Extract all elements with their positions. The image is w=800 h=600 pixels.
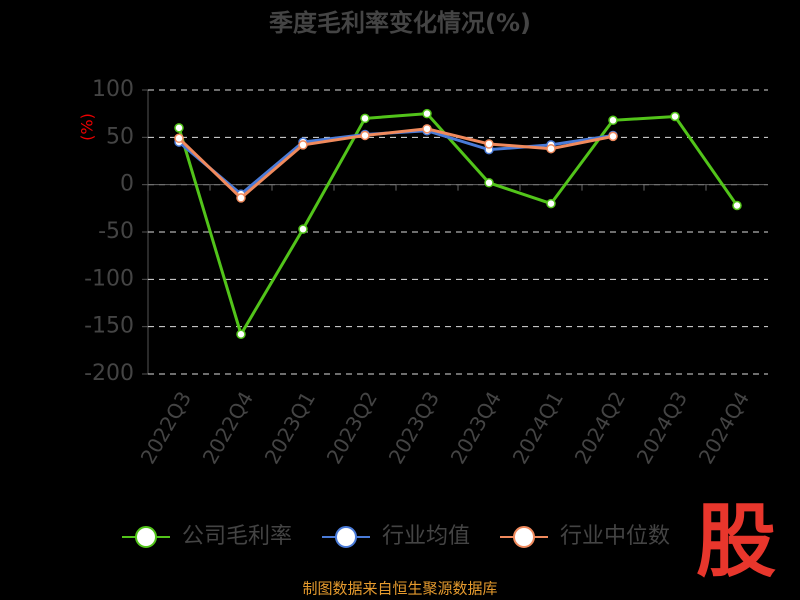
y-tick-label: -100 [84,266,134,291]
point [360,113,370,124]
legend-label: 行业中位数 [560,524,670,549]
y-tick-label: 100 [92,77,134,102]
point [360,130,370,141]
point [422,108,432,119]
point [484,139,494,149]
legend-label: 行业均值 [382,524,470,549]
point [298,140,308,150]
series-line [177,112,739,338]
point [422,124,432,134]
point [174,123,184,133]
y-axis-label: (%) [78,113,97,141]
point [174,133,184,144]
source-note: 制图数据来自恒生聚源数据库 [302,580,497,598]
point [484,178,494,188]
point [732,200,742,211]
legend-marker [335,526,357,548]
point [298,224,308,234]
point [608,131,618,142]
point [236,329,246,339]
point [546,143,556,154]
legend-label: 公司毛利率 [182,524,292,549]
point [608,115,618,126]
logo: 股 [696,495,776,588]
point [546,198,556,209]
y-tick-label: -50 [98,219,134,244]
legend-marker [513,526,535,548]
y-tick-label: 50 [106,124,134,149]
point [670,111,680,122]
chart-title: 季度毛利率变化情况(%) [269,9,531,37]
point [236,193,246,203]
series-line [177,127,614,200]
y-tick-label: -200 [84,361,134,386]
y-tick-label: -150 [84,314,134,339]
y-tick-label: 0 [120,172,134,197]
legend-marker [135,526,157,548]
